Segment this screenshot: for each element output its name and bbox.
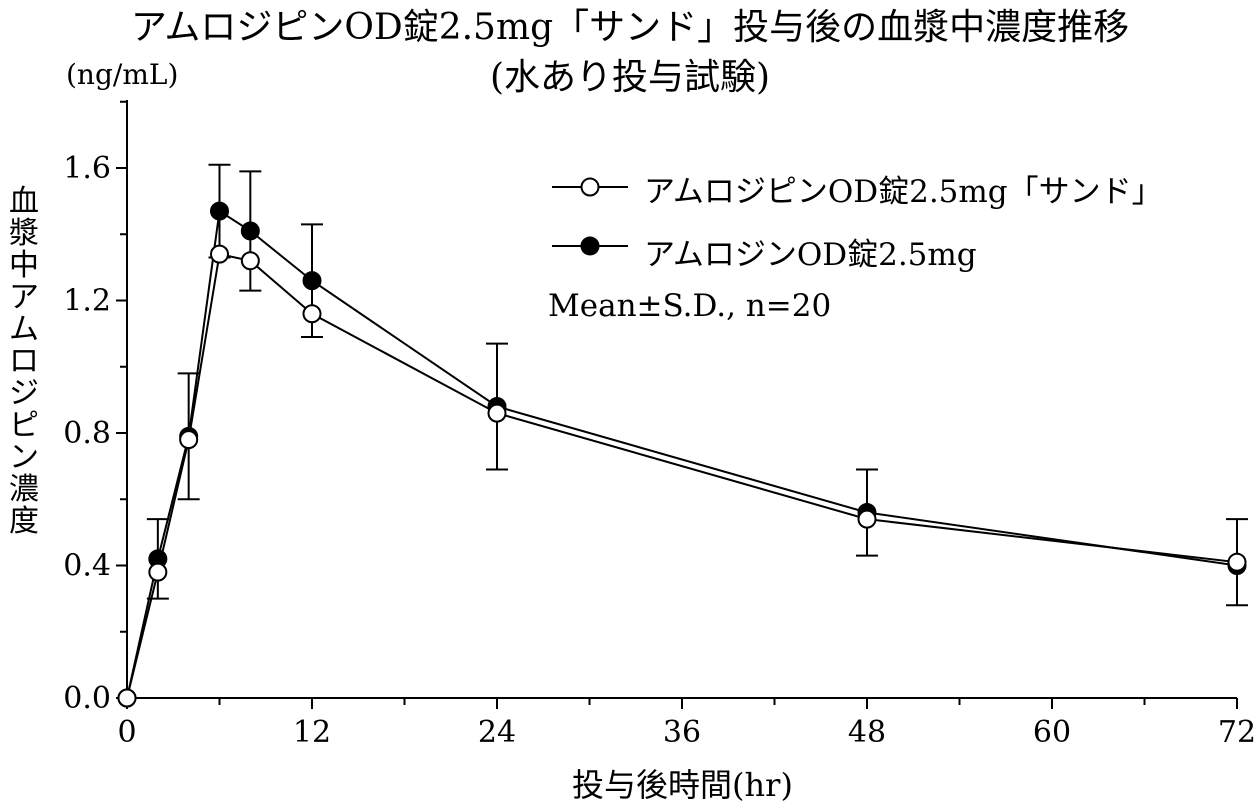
series-1-point — [117, 688, 137, 708]
series-1-point — [148, 562, 168, 582]
series-1-line — [126, 252, 1238, 699]
legend-label-series-2: アムロジンOD錠2.5mg — [644, 237, 977, 273]
series-1-point — [240, 251, 260, 271]
x-axis-label: 投与後時間(hr) — [572, 766, 793, 804]
x-tick-label: 60 — [1033, 715, 1071, 750]
series-1-point — [302, 304, 322, 324]
stat-annotation: Mean±S.D., n=20 — [548, 288, 832, 324]
y-tick-label: 1.6 — [63, 151, 111, 186]
chart-title: アムロジピンOD錠2.5mg「サンド」投与後の血漿中濃度推移 — [130, 7, 1130, 48]
series-1-point — [179, 430, 199, 450]
x-tick-label: 24 — [478, 715, 516, 750]
legend-marker-series-1 — [580, 177, 600, 197]
series-2-point — [302, 271, 322, 291]
y-tick-label: 0.0 — [63, 681, 111, 716]
series-1-point — [210, 244, 229, 264]
x-tick-label: 48 — [848, 715, 886, 750]
series-1-point — [1227, 552, 1247, 572]
y-axis-label: 血漿中アムロジピン濃度 — [9, 184, 39, 539]
x-tick-label: 0 — [117, 715, 136, 750]
y-tick-label: 1.2 — [63, 284, 111, 319]
x-tick-label: 72 — [1218, 715, 1256, 750]
y-tick-label: 0.8 — [63, 416, 111, 451]
y-unit-label: (ng/mL) — [66, 58, 179, 91]
x-tick-label: 12 — [293, 715, 331, 750]
series-2-line — [126, 209, 1238, 699]
legend-marker-series-2 — [580, 236, 600, 256]
y-tick-label: 0.4 — [63, 549, 111, 584]
series-1-point — [857, 509, 877, 529]
legend-label-series-1: アムロジピンOD錠2.5mg「サンド」 — [644, 174, 1163, 210]
series-2-point — [210, 201, 229, 221]
series-1-point — [487, 403, 507, 423]
x-tick-label: 36 — [663, 715, 701, 750]
series-2-point — [240, 221, 260, 241]
chart-subtitle: (水あり投与試験) — [489, 57, 771, 98]
